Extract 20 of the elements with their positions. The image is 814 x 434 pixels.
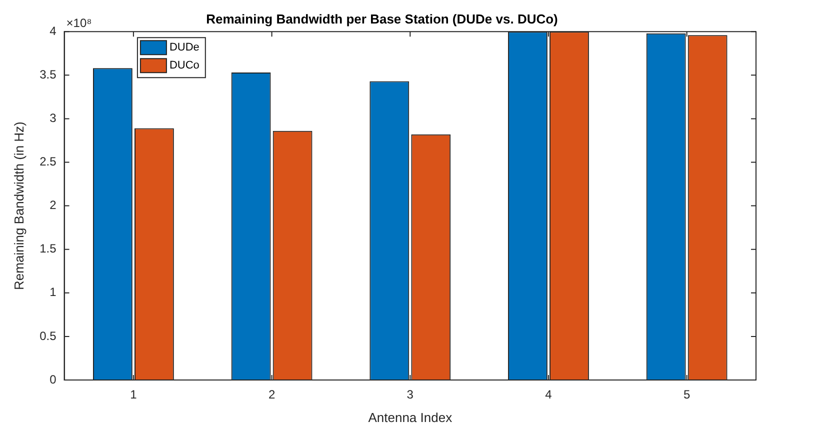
y-tick-label: 3 (50, 111, 57, 126)
y-tick-label: 4 (50, 24, 57, 38)
y-tick-label: 2 (50, 198, 57, 212)
y-tick-label: 2.5 (40, 154, 57, 169)
x-tick-label: 4 (545, 388, 552, 402)
x-tick-label: 5 (683, 388, 690, 402)
legend-label: DUCo (169, 60, 200, 72)
x-axis-title: Antenna Index (368, 410, 453, 425)
chart-title: Remaining Bandwidth per Base Station (DUDe vs. DUCo) (206, 11, 558, 26)
y-tick-label: 1.5 (40, 242, 57, 256)
x-tick-label: 3 (406, 388, 414, 402)
x-tick-label: 1 (130, 388, 138, 402)
legend-label: DUDe (169, 42, 200, 54)
y-tick-label: 3.5 (40, 67, 57, 82)
y-axis-title: Remaining Bandwidth (in Hz) (11, 122, 26, 290)
y-tick-label: 0 (50, 372, 57, 386)
y-tick-label: 0.5 (40, 328, 57, 343)
y-tick-label: 1 (50, 285, 57, 300)
text: ×10⁸ (66, 16, 92, 30)
x-tick-label: 2 (268, 388, 276, 402)
